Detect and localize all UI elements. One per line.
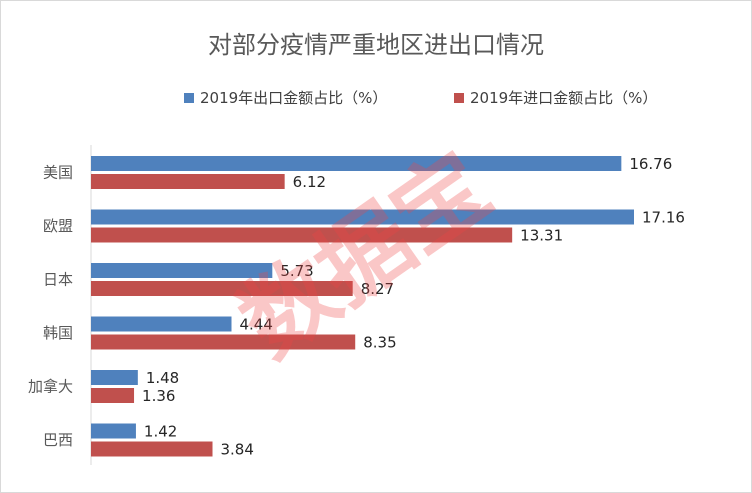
bar-import-6 — [91, 441, 213, 457]
category-label-2: 欧盟 — [43, 217, 73, 235]
bar-export-4 — [91, 316, 232, 332]
bar-import-5 — [91, 388, 135, 403]
bar-export-5 — [91, 370, 138, 385]
bar-export-1 — [91, 156, 622, 171]
bar-import-1 — [91, 174, 285, 189]
value-label-import-2: 13.31 — [520, 227, 563, 245]
legend-label-2: 2019年进口金额占比（%） — [470, 89, 657, 107]
chart-title: 对部分疫情严重地区进出口情况 — [208, 31, 544, 59]
legend-swatch-1 — [184, 93, 194, 103]
value-label-export-4: 4.44 — [239, 316, 272, 334]
category-label-5: 加拿大 — [28, 378, 73, 396]
bar-import-2 — [91, 227, 513, 243]
value-label-export-1: 16.76 — [629, 155, 672, 173]
value-labels: 16.76 17.16 5.73 4.44 1.48 1.42 6.12 13.31 8.27 8… — [142, 155, 685, 459]
category-label-3: 日本 — [43, 271, 73, 289]
value-label-export-6: 1.42 — [144, 423, 177, 441]
bar-import-4 — [91, 334, 356, 350]
category-label-6: 巴西 — [43, 431, 73, 449]
value-label-import-6: 3.84 — [221, 441, 254, 459]
legend-swatch-2 — [454, 93, 464, 103]
bar-import-3 — [91, 281, 353, 296]
value-label-export-5: 1.48 — [146, 369, 179, 387]
legend-label-1: 2019年出口金额占比（%） — [200, 89, 387, 107]
legend: 2019年出口金额占比（%） 2019年进口金额占比（%） — [184, 89, 657, 107]
value-label-export-2: 17.16 — [642, 209, 685, 227]
value-label-export-3: 5.73 — [280, 262, 313, 280]
value-label-import-4: 8.35 — [363, 334, 396, 352]
bar-export-2 — [91, 209, 634, 225]
bar-export-3 — [91, 263, 273, 278]
value-label-import-5: 1.36 — [142, 387, 175, 405]
value-label-import-1: 6.12 — [293, 173, 326, 191]
bar-export-6 — [91, 423, 136, 439]
value-label-import-3: 8.27 — [361, 280, 394, 298]
category-label-1: 美国 — [43, 164, 73, 182]
bars — [91, 156, 634, 457]
category-label-4: 韩国 — [43, 324, 73, 342]
